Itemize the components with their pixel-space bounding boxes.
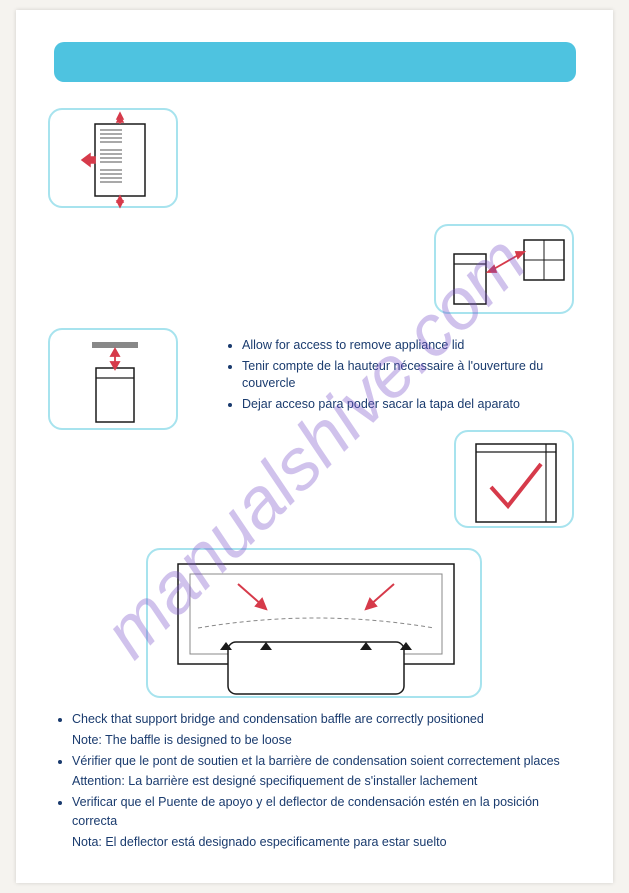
baffle-diagram-icon xyxy=(148,550,484,700)
figure-baffle xyxy=(146,548,482,698)
figure-window xyxy=(434,224,574,314)
lid-access-list: Allow for access to remove appliance lid… xyxy=(224,337,594,417)
figure-checkmark xyxy=(454,430,574,528)
list-item: Verificar que el Puente de apoyo y el de… xyxy=(72,793,584,831)
figure-lid xyxy=(48,328,178,430)
figure-vents xyxy=(48,108,178,208)
section-header-bar xyxy=(54,42,576,82)
list-item: Allow for access to remove appliance lid xyxy=(242,337,594,354)
note-text: Attention: La barrière est designé speci… xyxy=(72,772,584,791)
note-text: Nota: El deflector está designado especi… xyxy=(72,833,584,852)
list-item: Vérifier que le pont de soutien et la ba… xyxy=(72,752,584,771)
baffle-check-list: Check that support bridge and condensati… xyxy=(54,710,584,853)
list-item: Check that support bridge and condensati… xyxy=(72,710,584,729)
list-item: Dejar acceso para poder sacar la tapa de… xyxy=(242,396,594,413)
vents-diagram-icon xyxy=(50,110,180,210)
check-diagram-icon xyxy=(456,432,576,530)
lid-diagram-icon xyxy=(50,330,180,432)
page: Allow for access to remove appliance lid… xyxy=(16,10,613,883)
note-text: Note: The baffle is designed to be loose xyxy=(72,731,584,750)
window-diagram-icon xyxy=(436,226,576,316)
list-item: Tenir compte de la hauteur nécessaire à … xyxy=(242,358,594,392)
